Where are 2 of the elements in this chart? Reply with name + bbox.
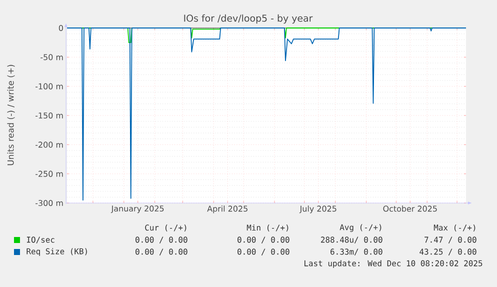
y-axis-title: Units read (-) / write (+): [7, 64, 15, 166]
chart-title: IOs for /dev/loop5 - by year: [184, 14, 313, 24]
